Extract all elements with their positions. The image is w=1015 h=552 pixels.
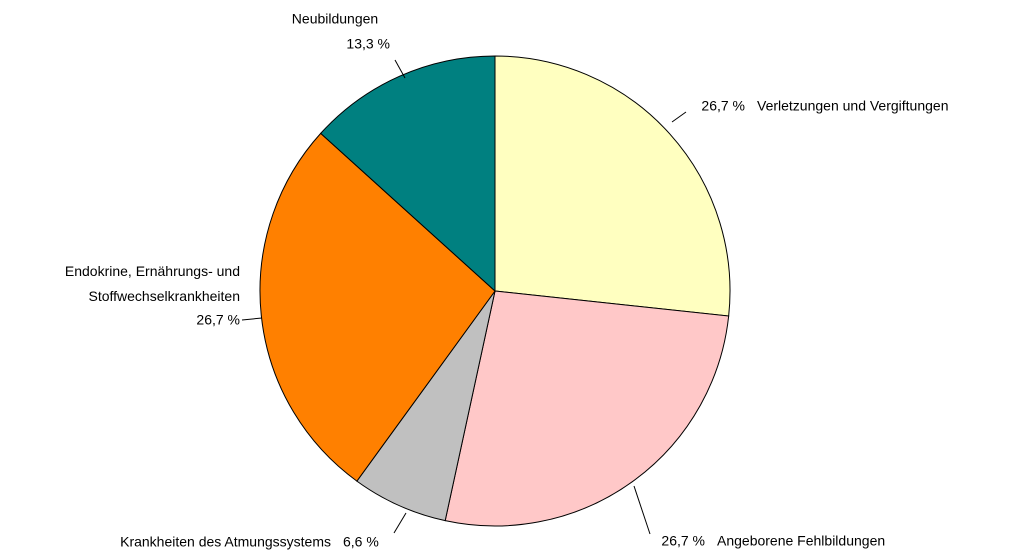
label-line: Endokrine, Ernährungs- und — [65, 263, 240, 279]
pie-slice — [494, 55, 731, 317]
pie-slice — [259, 132, 496, 482]
leader-line — [241, 317, 263, 321]
value-label: 6,6 % — [343, 534, 379, 550]
value-label: 26,7 % — [701, 98, 745, 114]
pie-slice — [444, 290, 730, 527]
leader-line — [671, 111, 687, 123]
slice-label: Angeborene Fehlbildungen — [717, 533, 885, 549]
slice-label: Endokrine, Ernährungs- und Stoffwechselkr… — [65, 263, 240, 304]
leader-line — [393, 512, 407, 534]
leader-line — [633, 485, 651, 535]
leader-line — [394, 59, 406, 79]
slice-label: Neubildungen — [292, 11, 378, 27]
label-line: Stoffwechselkrankheiten — [89, 288, 241, 304]
pie-slice — [319, 55, 496, 293]
slice-label: Krankheiten des Atmungssystems — [120, 534, 331, 550]
value-label: 26,7 % — [661, 533, 705, 549]
value-label: 26,7 % — [196, 312, 240, 328]
slice-label: Verletzungen und Vergiftungen — [757, 98, 949, 114]
value-label: 13,3 % — [346, 36, 390, 52]
